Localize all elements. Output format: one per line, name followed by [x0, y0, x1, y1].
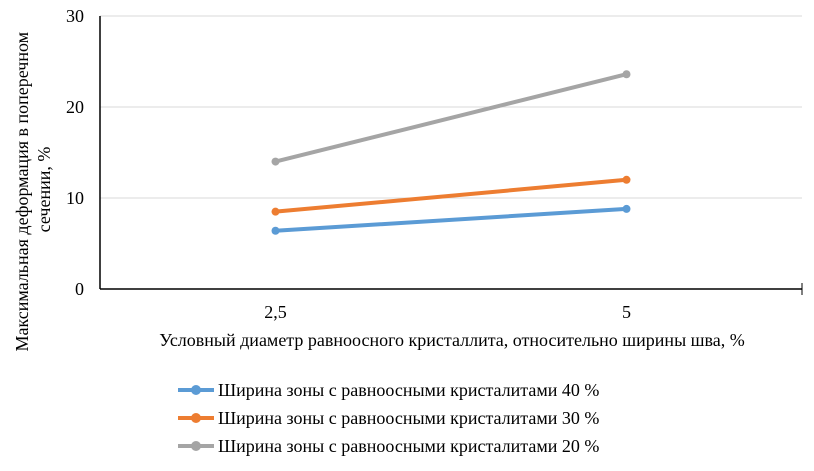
legend-marker [191, 441, 201, 451]
legend-label: Ширина зоны с равноосными кристалитами 3… [218, 407, 600, 428]
x-tick-labels: 2,5 5 [264, 302, 631, 322]
y-axis-title-line-1: Максимальная деформация в поперечном [12, 32, 32, 352]
y-tick-label: 10 [66, 188, 84, 208]
legend-item: Ширина зоны с равноосными кристалитами 2… [178, 432, 599, 460]
gridlines [100, 15, 802, 199]
legend-swatch [178, 441, 214, 451]
series-line [273, 72, 629, 164]
legend-marker [191, 385, 201, 395]
x-tick-label: 5 [622, 302, 631, 322]
y-tick-labels: 0 10 20 30 [66, 6, 84, 299]
y-tick-label: 30 [66, 6, 84, 26]
data-point [271, 226, 280, 235]
data-point [622, 204, 631, 213]
legend-marker [191, 413, 201, 423]
legend-label: Ширина зоны с равноосными кристалитами 4… [218, 379, 600, 400]
series-line [273, 177, 629, 214]
legend-swatch [178, 385, 214, 395]
series-line [273, 206, 629, 233]
legend-label: Ширина зоны с равноосными кристалитами 2… [218, 435, 600, 456]
y-axis-title-line-2: сечении, % [34, 147, 54, 233]
y-tick-label: 0 [75, 279, 84, 299]
legend-item: Ширина зоны с равноосными кристалитами 3… [178, 404, 599, 432]
series-layer [271, 70, 631, 235]
y-tick-label: 20 [66, 97, 84, 117]
legend: Ширина зоны с равноосными кристалитами 4… [178, 376, 599, 460]
data-point [271, 207, 280, 216]
data-point [622, 70, 631, 79]
y-axis-title: Максимальная деформация в поперечном сеч… [12, 27, 54, 351]
data-point [271, 157, 280, 166]
legend-item: Ширина зоны с равноосными кристалитами 4… [178, 376, 599, 404]
x-axis-title: Условный диаметр равноосного кристаллита… [159, 330, 745, 350]
axes [99, 16, 803, 295]
legend-swatch [178, 413, 214, 423]
data-point [622, 175, 631, 184]
x-tick-label: 2,5 [264, 302, 287, 322]
